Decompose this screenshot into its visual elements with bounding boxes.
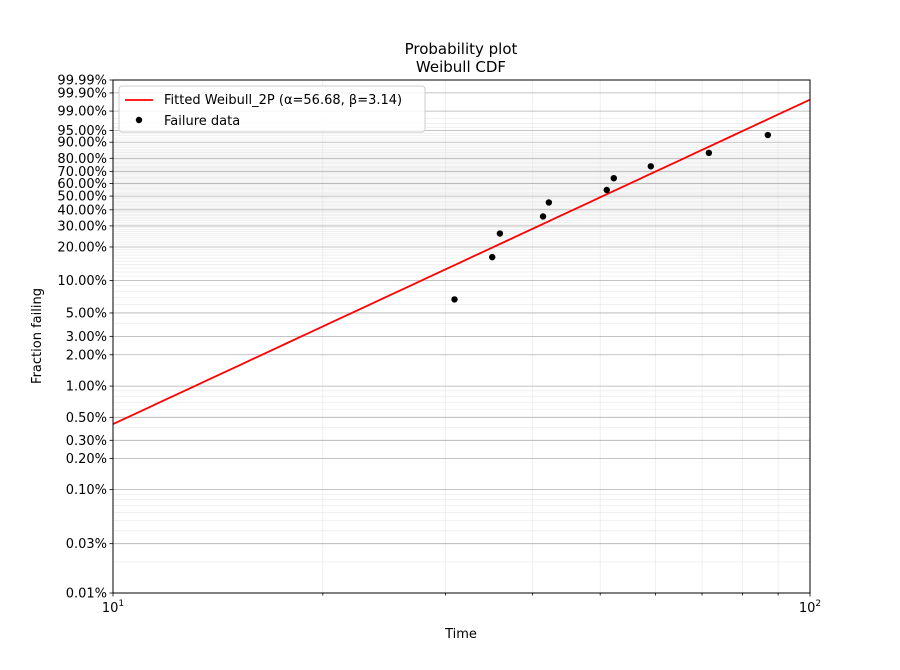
failure-data-point	[489, 253, 496, 261]
failure-data-point	[705, 149, 713, 157]
y-tick-label: 0.30%	[66, 434, 107, 449]
failure-data-point	[539, 213, 547, 220]
y-tick-label: 2.00%	[66, 348, 107, 363]
y-tick-label: 80.00%	[57, 152, 107, 167]
legend-fit-label: Fitted Weibull_2P (α=56.68, β=3.14)	[164, 93, 402, 108]
y-tick-label: 95.00%	[57, 124, 107, 139]
legend-box	[118, 85, 426, 133]
failure-data-point	[647, 163, 654, 170]
x-axis-label: Time	[444, 627, 477, 642]
y-tick-label: 5.00%	[66, 306, 107, 321]
failure-data-point	[610, 174, 617, 182]
y-axis: 0.01% 0.03% 0.10% 0.20% 0.30% 0.50% 1.00% 2.00%…	[57, 74, 113, 602]
failure-data-point	[496, 230, 504, 237]
failure-data-point	[764, 131, 772, 139]
y-tick-label: 30.00%	[57, 219, 107, 234]
y-tick-label: 0.10%	[66, 483, 107, 498]
y-tick-label: 10.00%	[57, 274, 107, 289]
failure-data-layer	[451, 131, 772, 303]
legend: Fitted Weibull_2P (α=56.68, β=3.14) Fail…	[118, 85, 426, 133]
y-tick-label: 50.00%	[57, 190, 107, 205]
x-tick-label: 102	[799, 599, 821, 616]
y-tick-label: 20.00%	[57, 240, 107, 255]
chart-subtitle: Weibull CDF	[416, 58, 506, 76]
failure-data-point	[451, 296, 458, 303]
y-tick-label: 3.00%	[66, 330, 107, 345]
fitted-weibull-line	[113, 98, 810, 425]
x-tick-label: 101	[102, 599, 124, 616]
y-tick-label: 99.90%	[57, 86, 107, 101]
y-axis-label: Fraction failing	[30, 288, 45, 384]
y-tick-label: 99.00%	[57, 105, 107, 120]
y-tick-label: 90.00%	[57, 136, 107, 151]
y-tick-label: 0.20%	[66, 452, 107, 467]
y-tick-label: 70.00%	[57, 165, 107, 180]
y-tick-label: 0.01%	[66, 587, 107, 602]
y-tick-label: 40.00%	[57, 203, 107, 218]
legend-data-label: Failure data	[164, 114, 240, 129]
y-tick-label: 1.00%	[66, 380, 107, 395]
failure-data-point	[603, 186, 610, 194]
y-tick-label: 99.99%	[57, 74, 107, 89]
y-tick-label: 0.50%	[66, 411, 107, 426]
y-tick-label: 60.00%	[57, 177, 107, 192]
failure-data-point	[545, 199, 553, 206]
x-axis: 101 102	[102, 593, 821, 616]
y-tick-label: 0.03%	[66, 537, 107, 552]
chart-title: Probability plot	[405, 40, 518, 58]
fitted-curve-layer	[113, 98, 810, 425]
legend-dot-icon	[135, 116, 143, 124]
